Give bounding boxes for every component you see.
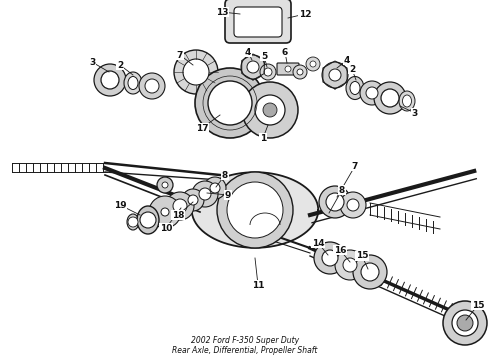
Ellipse shape — [127, 214, 139, 230]
Text: 4: 4 — [344, 55, 350, 64]
Circle shape — [361, 263, 379, 281]
Circle shape — [149, 196, 181, 228]
Ellipse shape — [137, 206, 159, 234]
Circle shape — [128, 217, 138, 227]
Ellipse shape — [350, 81, 360, 95]
Circle shape — [326, 193, 344, 211]
Circle shape — [314, 242, 346, 274]
Text: 19: 19 — [114, 201, 126, 210]
Circle shape — [329, 69, 341, 81]
Text: 14: 14 — [312, 239, 324, 248]
Circle shape — [242, 82, 298, 138]
Circle shape — [360, 81, 384, 105]
Circle shape — [264, 68, 272, 76]
Text: 13: 13 — [216, 8, 228, 17]
Circle shape — [101, 71, 119, 89]
Circle shape — [322, 250, 338, 266]
Circle shape — [322, 62, 348, 88]
Text: 4: 4 — [245, 48, 251, 57]
Circle shape — [182, 189, 204, 211]
Text: 2: 2 — [117, 60, 123, 69]
Circle shape — [293, 65, 307, 79]
Circle shape — [374, 82, 406, 114]
FancyBboxPatch shape — [225, 0, 291, 43]
Circle shape — [340, 192, 366, 218]
Text: 9: 9 — [225, 190, 231, 199]
Text: 5: 5 — [261, 51, 267, 60]
Circle shape — [208, 81, 252, 125]
Circle shape — [174, 50, 218, 94]
Circle shape — [335, 250, 365, 280]
Circle shape — [210, 183, 220, 193]
Text: 3: 3 — [412, 108, 418, 117]
Circle shape — [343, 258, 357, 272]
Circle shape — [297, 69, 303, 75]
Text: 2002 Ford F-350 Super Duty
Rear Axle, Differential, Propeller Shaft: 2002 Ford F-350 Super Duty Rear Axle, Di… — [172, 336, 318, 355]
Circle shape — [183, 59, 209, 85]
Circle shape — [199, 188, 211, 200]
Circle shape — [157, 177, 173, 193]
Circle shape — [366, 87, 378, 99]
FancyBboxPatch shape — [234, 7, 282, 37]
Circle shape — [452, 310, 478, 336]
Circle shape — [161, 208, 169, 216]
Text: 10: 10 — [160, 224, 172, 233]
Circle shape — [192, 181, 218, 207]
Circle shape — [241, 55, 265, 79]
Circle shape — [306, 57, 320, 71]
Text: 3: 3 — [89, 58, 95, 67]
Circle shape — [443, 301, 487, 345]
Text: 15: 15 — [356, 252, 368, 261]
Circle shape — [217, 172, 293, 248]
Circle shape — [162, 182, 168, 188]
Circle shape — [457, 315, 473, 331]
Circle shape — [227, 182, 283, 238]
Circle shape — [145, 79, 159, 93]
Ellipse shape — [346, 77, 364, 99]
Text: 16: 16 — [334, 246, 346, 255]
Text: 17: 17 — [196, 123, 208, 132]
Polygon shape — [192, 172, 318, 248]
Circle shape — [195, 68, 265, 138]
Ellipse shape — [124, 72, 142, 94]
Circle shape — [247, 61, 259, 73]
Text: 1: 1 — [260, 134, 266, 143]
FancyBboxPatch shape — [277, 63, 299, 75]
Circle shape — [381, 89, 399, 107]
Text: 11: 11 — [252, 280, 264, 289]
Circle shape — [260, 64, 276, 80]
Circle shape — [173, 199, 187, 213]
Circle shape — [140, 212, 156, 228]
Circle shape — [319, 186, 351, 218]
Circle shape — [255, 95, 285, 125]
Circle shape — [204, 177, 226, 199]
Circle shape — [188, 195, 198, 205]
Text: 8: 8 — [339, 185, 345, 194]
Text: 7: 7 — [177, 50, 183, 59]
Text: 15: 15 — [472, 301, 484, 310]
Text: 7: 7 — [352, 162, 358, 171]
Text: 12: 12 — [299, 9, 311, 18]
Ellipse shape — [402, 95, 412, 107]
Ellipse shape — [399, 91, 415, 111]
Circle shape — [310, 61, 316, 67]
Circle shape — [285, 66, 291, 72]
Text: 2: 2 — [349, 64, 355, 73]
Text: 18: 18 — [172, 211, 184, 220]
Text: 8: 8 — [222, 171, 228, 180]
Circle shape — [94, 64, 126, 96]
Circle shape — [166, 192, 194, 220]
Circle shape — [353, 255, 387, 289]
Text: 6: 6 — [282, 48, 288, 57]
Ellipse shape — [128, 77, 138, 90]
Circle shape — [139, 73, 165, 99]
Circle shape — [263, 103, 277, 117]
Circle shape — [347, 199, 359, 211]
